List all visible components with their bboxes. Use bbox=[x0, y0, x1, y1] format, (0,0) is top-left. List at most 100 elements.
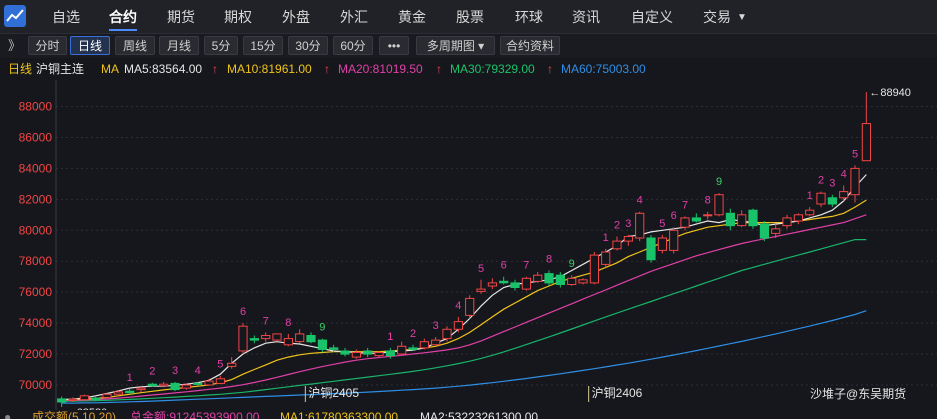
toolbar-contract-info-button[interactable]: 合约资料 bbox=[500, 36, 560, 55]
candle bbox=[657, 237, 667, 251]
contract-switch-label: 沪铜2405 bbox=[308, 385, 359, 400]
candle bbox=[793, 214, 803, 222]
candle bbox=[748, 209, 758, 227]
amount-ma2: MA2:53223261300.00 bbox=[420, 410, 539, 419]
nav-item-8[interactable]: 环球 bbox=[515, 9, 543, 25]
candle bbox=[782, 217, 792, 227]
toolbar-timeshare-button[interactable]: 分时 bbox=[28, 36, 67, 55]
collapse-icon[interactable]: ● bbox=[4, 410, 12, 419]
kline-chart[interactable]: 88000 86000 84000 82000 80000 78000 76000 74000… bbox=[0, 80, 937, 410]
nav-item-5[interactable]: 外汇 bbox=[340, 9, 368, 25]
candle bbox=[533, 274, 543, 282]
sequence-count-label: 2 bbox=[818, 175, 824, 187]
high-price-value: 88940 bbox=[880, 87, 911, 99]
sequence-count-label: 4 bbox=[455, 300, 461, 312]
candle bbox=[204, 380, 214, 386]
sequence-count-label: 2 bbox=[410, 328, 416, 340]
candle bbox=[431, 339, 441, 346]
toolbar-multi-period-button[interactable]: 多周期图 ▾ bbox=[416, 36, 495, 55]
y-tick-label: 70000 bbox=[19, 378, 53, 392]
sequence-count-label: 8 bbox=[285, 317, 291, 329]
sequence-count-label: 7 bbox=[682, 199, 688, 211]
candle bbox=[850, 167, 860, 196]
candle bbox=[272, 333, 282, 341]
candle bbox=[329, 347, 339, 350]
sequence-count-label: 4 bbox=[637, 195, 643, 207]
period-toolbar: 》 分时 日线 周线 月线 5分 15分 30分 60分 ••• 多周期图 ▾ 合约资料 bbox=[0, 34, 937, 58]
sequence-count-label: 3 bbox=[172, 365, 178, 377]
candle bbox=[465, 297, 475, 316]
toolbar-daily-button[interactable]: 日线 bbox=[70, 36, 110, 55]
candle bbox=[238, 325, 248, 352]
candle bbox=[578, 279, 588, 284]
nav-item-3[interactable]: 期权 bbox=[224, 9, 252, 25]
y-tick-label: 88000 bbox=[19, 100, 53, 114]
sequence-count-label: 7 bbox=[523, 260, 529, 272]
toolbar-monthly-button[interactable]: 月线 bbox=[159, 36, 199, 55]
sequence-count-label: 7 bbox=[263, 315, 269, 327]
candle bbox=[125, 390, 135, 394]
sequence-count-label: 4 bbox=[195, 365, 201, 377]
nav-item-10[interactable]: 自定义 bbox=[631, 9, 673, 25]
contract-name[interactable]: 沪铜主连 bbox=[36, 62, 85, 76]
sequence-count-label: 9 bbox=[319, 322, 325, 334]
sequence-count-label: 5 bbox=[478, 263, 484, 275]
candle bbox=[283, 338, 293, 346]
toolbar-15min-button[interactable]: 15分 bbox=[243, 36, 283, 55]
candle bbox=[295, 333, 305, 343]
sequence-count-label: 3 bbox=[829, 178, 835, 190]
toolbar-5min-button[interactable]: 5分 bbox=[204, 36, 238, 55]
y-tick-label: 78000 bbox=[19, 254, 53, 268]
sequence-count-label: 8 bbox=[705, 195, 711, 207]
ma60-arrow-icon: ↑ bbox=[547, 62, 553, 76]
y-tick-label: 86000 bbox=[19, 130, 53, 144]
candle bbox=[714, 194, 724, 216]
candle bbox=[193, 382, 203, 385]
nav-item-9[interactable]: 资讯 bbox=[572, 9, 600, 25]
ma20-line bbox=[61, 214, 867, 402]
toolbar-weekly-button[interactable]: 周线 bbox=[115, 36, 155, 55]
candle bbox=[771, 228, 781, 234]
app-logo-icon[interactable] bbox=[3, 4, 27, 28]
candle bbox=[68, 398, 78, 401]
ma20-arrow-icon: ↑ bbox=[324, 62, 330, 76]
sequence-count-label: 5 bbox=[217, 359, 223, 371]
toolbar-more-button[interactable]: ••• bbox=[379, 36, 409, 55]
ma30-line bbox=[61, 239, 867, 402]
sequence-count-label: 6 bbox=[671, 210, 677, 222]
candle bbox=[442, 328, 452, 340]
ma30-arrow-icon: ↑ bbox=[436, 62, 442, 76]
period-label: 日线 bbox=[8, 62, 33, 76]
sequence-count-label: 8 bbox=[546, 254, 552, 266]
candle bbox=[249, 338, 260, 341]
candle bbox=[147, 383, 158, 387]
candle bbox=[737, 214, 747, 227]
candle bbox=[408, 347, 418, 350]
candle bbox=[453, 321, 463, 330]
toolbar-60min-button[interactable]: 60分 bbox=[333, 36, 373, 55]
nav-item-0[interactable]: 自选 bbox=[52, 9, 80, 25]
trade-dropdown-icon[interactable]: ▼ bbox=[737, 12, 747, 23]
candle bbox=[57, 398, 67, 403]
candle bbox=[555, 274, 565, 285]
candle bbox=[635, 212, 645, 239]
candle bbox=[317, 339, 327, 350]
candle bbox=[113, 391, 124, 395]
nav-item-6[interactable]: 黄金 bbox=[398, 9, 426, 25]
watermark-text: 沙堆子@东吴期货 bbox=[810, 386, 906, 401]
candle bbox=[601, 251, 611, 265]
nav-item-1[interactable]: 合约 bbox=[109, 0, 137, 33]
nav-item-4[interactable]: 外盘 bbox=[282, 9, 310, 25]
sequence-count-label: 5 bbox=[852, 148, 858, 160]
ma10-arrow-icon: ↑ bbox=[212, 62, 218, 76]
candle bbox=[79, 395, 90, 401]
sequence-count-label: 6 bbox=[501, 260, 507, 272]
candle bbox=[703, 214, 713, 217]
toolbar-30min-button[interactable]: 30分 bbox=[288, 36, 328, 55]
candle bbox=[102, 393, 112, 398]
nav-item-11[interactable]: 交易 bbox=[703, 9, 731, 25]
nav-item-2[interactable]: 期货 bbox=[167, 9, 195, 25]
ma30-value: MA30:79329.00 bbox=[450, 62, 535, 76]
nav-item-7[interactable]: 股票 bbox=[456, 9, 484, 25]
expand-panel-icon[interactable]: 》 bbox=[8, 38, 22, 53]
